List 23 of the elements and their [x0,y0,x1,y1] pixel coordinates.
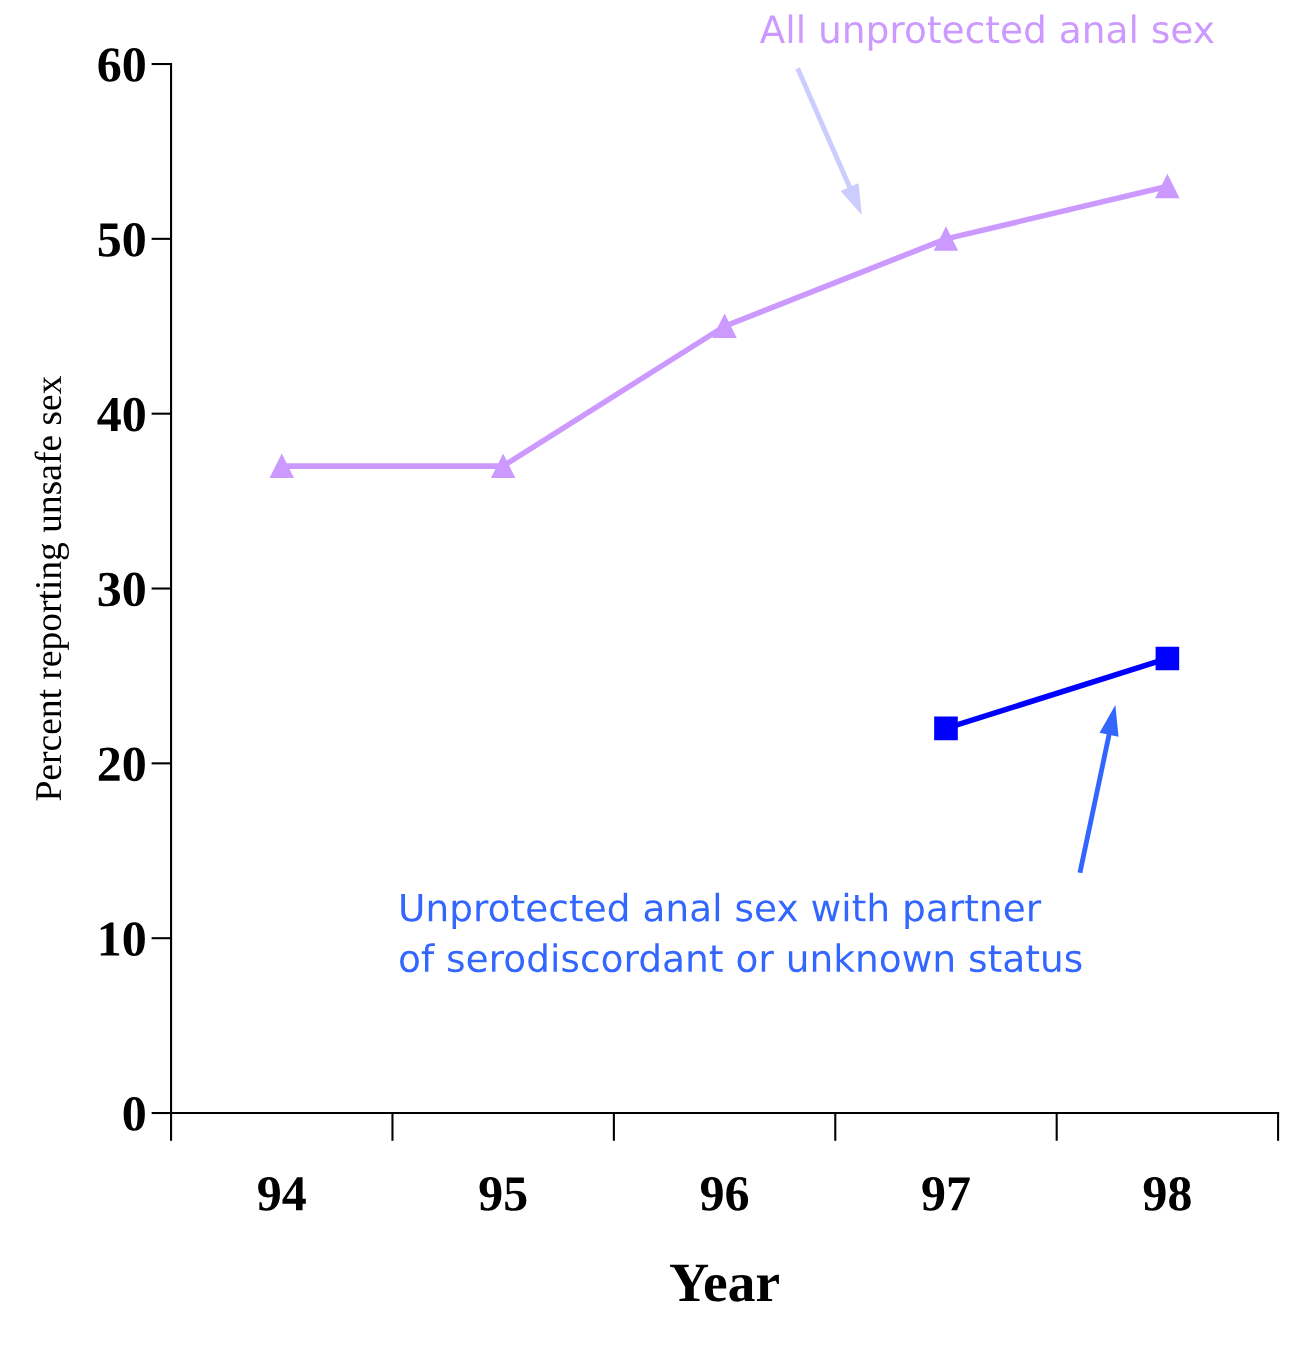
point [934,716,958,741]
point [1155,174,1180,199]
point [712,314,737,339]
point [934,227,958,251]
y-tick-label: 30 [98,572,145,607]
text: All unprotected anal sex [759,14,1214,51]
point [491,454,515,478]
point [269,454,294,478]
x-tick-label: 94 [258,1177,306,1211]
y-tick-label: 20 [98,747,145,782]
x-tick-label: 96 [700,1177,749,1211]
y-tick-label: 60 [98,48,145,82]
annotation: Unprotected anal sex with partner of serodiscordant or unknown status [400,892,1082,973]
y-axis-title: Percent reporting unsafe sex [34,376,69,801]
y-tick-label: 40 [97,397,145,432]
x-tick-label: 98 [1143,1176,1191,1211]
y-tick-label: 50 [98,222,145,257]
x-axis-title: Year [670,1264,779,1302]
y-tick-label: 0 [123,1097,145,1131]
x-tick-label: 95 [479,1177,527,1211]
y-tick-label: 10 [100,922,145,957]
x-tick-label: 97 [922,1177,970,1211]
point [1155,646,1180,671]
